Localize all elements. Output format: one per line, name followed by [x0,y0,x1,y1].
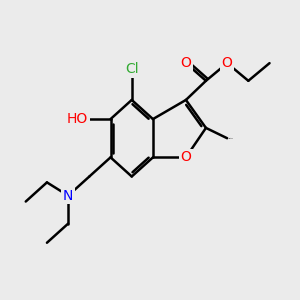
Text: Cl: Cl [125,62,139,76]
Text: O: O [222,56,232,70]
Text: O: O [181,56,191,70]
Text: N: N [63,189,73,202]
Text: methyl: methyl [229,138,233,139]
Text: O: O [181,150,191,164]
Text: HO: HO [67,112,88,126]
